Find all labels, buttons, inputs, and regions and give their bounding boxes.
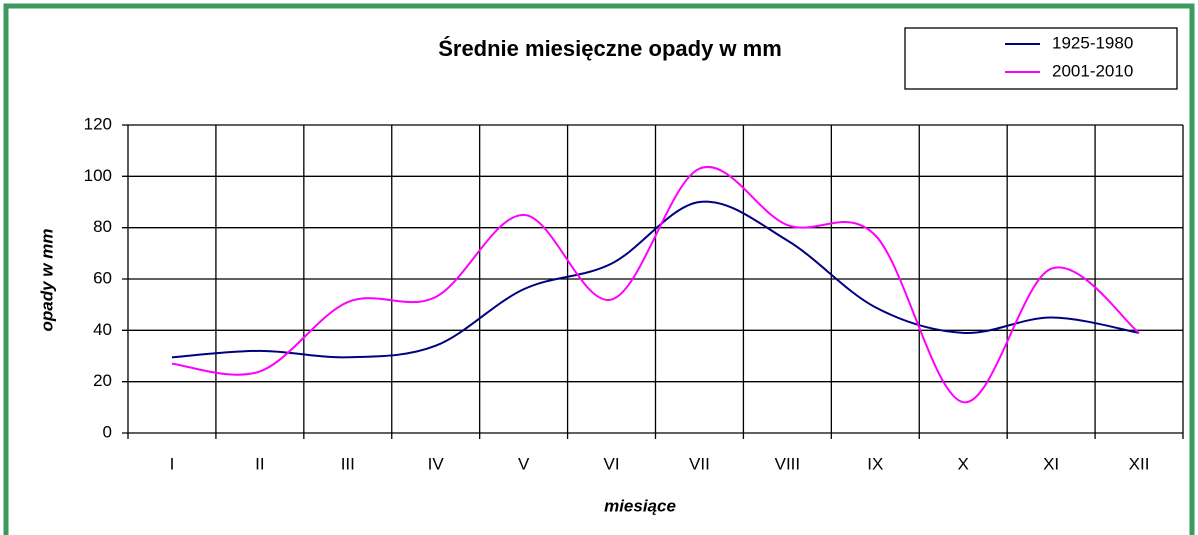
x-tick-label: III xyxy=(341,454,355,473)
y-axis-label: opady w mm xyxy=(37,229,56,332)
legend-label: 2001-2010 xyxy=(1052,61,1133,80)
series-line xyxy=(171,165,1140,404)
series-line xyxy=(171,200,1140,359)
y-tick-label: 80 xyxy=(93,217,112,236)
x-tick-label: VII xyxy=(689,454,710,473)
x-tick-label: I xyxy=(170,454,175,473)
y-tick-label: 0 xyxy=(103,422,112,441)
y-tick-label: 20 xyxy=(93,371,112,390)
y-tick-label: 100 xyxy=(84,166,112,185)
legend-label: 1925-1980 xyxy=(1052,33,1133,52)
x-tick-label: II xyxy=(255,454,264,473)
y-tick-label: 60 xyxy=(93,268,112,287)
x-tick-label: VIII xyxy=(775,454,801,473)
x-tick-label: VI xyxy=(604,454,620,473)
frame xyxy=(3,3,1195,535)
x-axis-label: miesiące xyxy=(604,496,676,515)
x-tick-label: XI xyxy=(1043,454,1059,473)
chart-title: Średnie miesięczne opady w mm xyxy=(438,36,782,61)
x-tick-label: IX xyxy=(867,454,883,473)
y-tick-label: 120 xyxy=(84,114,112,133)
x-tick-label: V xyxy=(518,454,530,473)
legend-box xyxy=(904,27,1178,90)
x-tick-label: IV xyxy=(428,454,445,473)
y-tick-label: 40 xyxy=(93,320,112,339)
x-tick-label: X xyxy=(958,454,969,473)
x-tick-label: XII xyxy=(1129,454,1150,473)
